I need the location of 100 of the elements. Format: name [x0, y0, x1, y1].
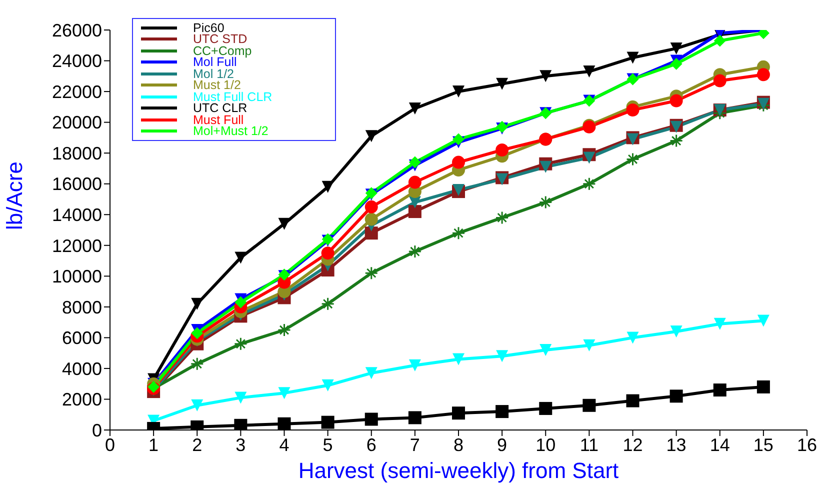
x-tick-label: 7 — [410, 434, 420, 455]
point — [582, 398, 596, 412]
x-tick-label: 4 — [279, 434, 290, 455]
point — [539, 402, 552, 415]
point — [583, 152, 596, 164]
legend-label: Mol+Must 1/2 — [193, 124, 268, 138]
point — [452, 406, 465, 420]
point — [278, 323, 291, 337]
legend-label: UTC CLR — [193, 101, 248, 116]
x-tick-label: 8 — [453, 434, 464, 455]
point — [365, 130, 378, 142]
legend-label: CC+Comp — [193, 44, 252, 58]
point — [408, 205, 422, 218]
x-tick-label: 15 — [753, 434, 774, 455]
point — [626, 104, 640, 116]
point — [234, 252, 247, 264]
point — [452, 353, 464, 366]
point — [495, 210, 509, 224]
point — [757, 314, 770, 327]
point — [452, 133, 464, 146]
point — [190, 357, 204, 371]
point — [496, 350, 508, 362]
y-tick-label: 4000 — [62, 358, 102, 379]
point — [670, 390, 683, 403]
point — [278, 417, 291, 430]
point — [365, 367, 378, 380]
point — [408, 176, 422, 189]
y-tick-label: 26000 — [52, 20, 102, 40]
point — [540, 160, 552, 173]
point — [670, 94, 683, 108]
point — [408, 156, 421, 168]
legend-label: Mol Full — [193, 55, 237, 70]
point — [582, 177, 596, 191]
x-tick-label: 14 — [710, 434, 730, 455]
y-tick-label: 6000 — [62, 328, 102, 348]
point — [364, 266, 378, 280]
point — [670, 42, 682, 54]
point — [408, 411, 422, 424]
point — [322, 379, 334, 392]
point — [191, 327, 204, 340]
point — [540, 70, 552, 82]
legend-label: UTC STD — [193, 32, 248, 46]
point — [234, 337, 248, 351]
y-tick-label: 2000 — [62, 390, 102, 410]
x-tick-label: 0 — [104, 434, 116, 455]
y-tick-label: 10000 — [52, 266, 102, 287]
point — [321, 246, 334, 260]
legend-label: Must 1/2 — [193, 78, 241, 92]
legend-label: Must Full CLR — [193, 90, 272, 104]
point — [626, 332, 639, 344]
point — [452, 156, 465, 169]
y-axis-title: lb/Acre — [2, 162, 27, 230]
y-tick-label: 22000 — [52, 82, 102, 102]
point — [364, 412, 378, 426]
point — [364, 212, 378, 226]
point — [756, 380, 770, 394]
point — [670, 326, 682, 338]
point — [321, 416, 334, 429]
x-tick-label: 9 — [497, 434, 508, 455]
point — [626, 52, 639, 64]
x-tick-label: 6 — [366, 434, 376, 455]
point — [583, 339, 596, 352]
y-tick-label: 18000 — [52, 143, 102, 164]
x-tick-label: 3 — [236, 434, 246, 455]
point — [540, 344, 552, 356]
legend-label: Must Full — [193, 112, 244, 127]
point — [670, 134, 684, 148]
point — [452, 86, 464, 98]
point — [364, 200, 378, 214]
point — [626, 394, 640, 408]
point — [278, 387, 290, 400]
point — [191, 399, 204, 412]
point — [583, 66, 596, 78]
y-tick-label: 14000 — [52, 205, 102, 226]
point — [322, 180, 334, 193]
point — [670, 58, 682, 70]
y-tick-label: 8000 — [62, 297, 102, 318]
point — [714, 318, 726, 330]
point — [452, 226, 466, 240]
point — [452, 184, 464, 196]
legend-label: Pic60 — [193, 20, 224, 35]
point — [364, 226, 378, 240]
legend-label: Mol 1/2 — [193, 66, 234, 81]
point — [496, 78, 508, 90]
x-tick-label: 12 — [622, 434, 643, 455]
point — [234, 296, 247, 308]
point — [234, 418, 248, 430]
point — [496, 144, 509, 156]
point — [713, 384, 726, 396]
x-tick-label: 16 — [796, 434, 817, 455]
x-tick-label: 1 — [148, 434, 159, 455]
point — [278, 218, 290, 230]
point — [234, 392, 247, 404]
point — [408, 102, 421, 114]
x-tick-label: 10 — [536, 434, 556, 455]
y-tick-label: 20000 — [52, 112, 102, 133]
x-tick-label: 2 — [192, 434, 202, 455]
point — [496, 405, 509, 418]
x-axis-title: Harvest (semi-weekly) from Start — [298, 458, 619, 483]
y-tick-label: 0 — [92, 420, 102, 440]
